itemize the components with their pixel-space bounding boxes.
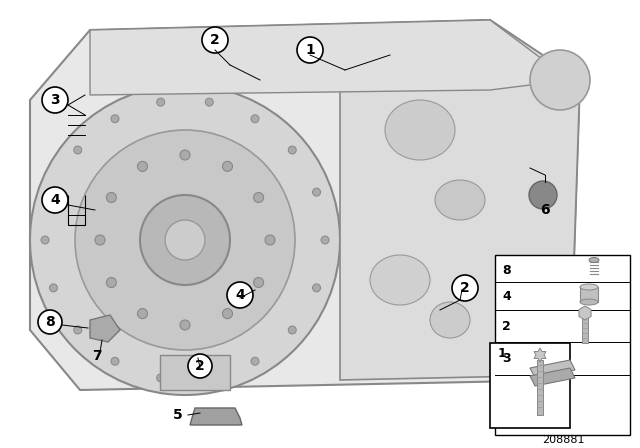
Text: 208881: 208881	[541, 435, 584, 445]
FancyBboxPatch shape	[537, 360, 543, 415]
Circle shape	[288, 146, 296, 154]
Circle shape	[165, 220, 205, 260]
Polygon shape	[190, 408, 242, 425]
Circle shape	[205, 374, 213, 382]
Text: 4: 4	[50, 193, 60, 207]
Circle shape	[529, 181, 557, 209]
Text: 1: 1	[498, 346, 507, 359]
Circle shape	[38, 310, 62, 334]
Circle shape	[140, 195, 230, 285]
Text: 8: 8	[45, 315, 55, 329]
Polygon shape	[90, 315, 120, 342]
Circle shape	[106, 277, 116, 288]
Ellipse shape	[435, 180, 485, 220]
Ellipse shape	[385, 100, 455, 160]
Circle shape	[49, 188, 58, 196]
Circle shape	[227, 282, 253, 308]
Circle shape	[223, 161, 232, 172]
Ellipse shape	[580, 284, 598, 290]
FancyBboxPatch shape	[490, 343, 570, 428]
FancyBboxPatch shape	[495, 255, 630, 435]
Circle shape	[253, 277, 264, 288]
Ellipse shape	[589, 258, 599, 263]
Circle shape	[111, 357, 119, 365]
Text: 1: 1	[305, 43, 315, 57]
Polygon shape	[90, 20, 570, 95]
Circle shape	[253, 193, 264, 202]
Text: 2: 2	[195, 359, 205, 373]
FancyBboxPatch shape	[582, 318, 588, 343]
Ellipse shape	[30, 85, 340, 395]
Circle shape	[42, 187, 68, 213]
Text: 7: 7	[92, 349, 102, 363]
Circle shape	[74, 326, 82, 334]
FancyBboxPatch shape	[580, 287, 598, 302]
Circle shape	[312, 188, 321, 196]
Circle shape	[138, 309, 147, 319]
Circle shape	[106, 193, 116, 202]
Circle shape	[265, 235, 275, 245]
Circle shape	[138, 161, 147, 172]
Circle shape	[297, 37, 323, 63]
Circle shape	[180, 150, 190, 160]
Polygon shape	[579, 306, 591, 320]
Text: 4: 4	[502, 289, 511, 302]
Text: 2: 2	[460, 281, 470, 295]
Text: 6: 6	[540, 203, 550, 217]
Circle shape	[41, 236, 49, 244]
Text: 2: 2	[210, 33, 220, 47]
Text: 3: 3	[502, 352, 511, 365]
Text: 2: 2	[502, 319, 511, 332]
Circle shape	[321, 236, 329, 244]
Circle shape	[223, 309, 232, 319]
Polygon shape	[530, 368, 575, 386]
Ellipse shape	[370, 255, 430, 305]
Circle shape	[202, 27, 228, 53]
Circle shape	[312, 284, 321, 292]
Text: 4: 4	[235, 288, 245, 302]
Circle shape	[42, 87, 68, 113]
Circle shape	[49, 284, 58, 292]
Polygon shape	[530, 360, 575, 378]
Circle shape	[74, 146, 82, 154]
Polygon shape	[160, 355, 230, 390]
Circle shape	[180, 320, 190, 330]
Circle shape	[288, 326, 296, 334]
Text: 3: 3	[50, 93, 60, 107]
Circle shape	[251, 357, 259, 365]
Text: 5: 5	[173, 408, 183, 422]
Ellipse shape	[580, 299, 598, 305]
Ellipse shape	[430, 302, 470, 338]
Polygon shape	[340, 20, 580, 380]
Circle shape	[157, 374, 164, 382]
Circle shape	[251, 115, 259, 123]
Polygon shape	[534, 348, 546, 362]
Circle shape	[95, 235, 105, 245]
Text: 8: 8	[502, 263, 511, 276]
Polygon shape	[30, 20, 580, 390]
Circle shape	[188, 354, 212, 378]
Circle shape	[75, 130, 295, 350]
Ellipse shape	[530, 50, 590, 110]
Circle shape	[452, 275, 478, 301]
Circle shape	[111, 115, 119, 123]
Circle shape	[157, 98, 164, 106]
Circle shape	[205, 98, 213, 106]
